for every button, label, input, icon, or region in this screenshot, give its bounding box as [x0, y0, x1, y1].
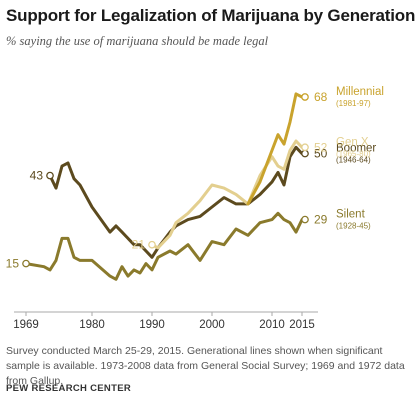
series-years-millennial: (1981-97)	[336, 99, 371, 108]
chart-title: Support for Legalization of Marijuana by…	[6, 6, 416, 25]
series-years-gen-x: (1965-80)	[336, 149, 371, 158]
series-years-silent: (1928-45)	[336, 222, 371, 231]
chart-note: Survey conducted March 25-29, 2015. Gene…	[6, 345, 405, 387]
end-value-gen-x: 52	[314, 140, 328, 154]
end-value-boomer: 50	[314, 147, 328, 161]
series-name-millennial: Millennial	[336, 86, 384, 98]
end-marker-boomer	[301, 149, 309, 158]
start-value-silent: 15	[6, 257, 20, 271]
end-value-millennial: 68	[314, 90, 328, 104]
series-line-millennial	[246, 92, 304, 206]
start-marker-silent	[22, 259, 30, 268]
series-line-gen-x	[150, 139, 304, 250]
x-tick-label: 1990	[139, 319, 165, 331]
series-name-silent: Silent	[336, 209, 366, 221]
end-value-silent: 29	[314, 213, 328, 227]
end-marker-millennial	[301, 93, 309, 101]
x-tick-label: 2000	[199, 319, 225, 331]
source-credit: PEW RESEARCH CENTER	[6, 383, 131, 394]
end-marker-gen-x	[301, 143, 309, 152]
series-years-boomer: (1946-64)	[336, 156, 371, 165]
start-marker-gen-x	[148, 240, 156, 249]
chart-subtitle: % saying the use of marijuana should be …	[6, 34, 269, 48]
start-value-gen-x: 21	[132, 238, 146, 252]
start-marker-boomer	[46, 171, 54, 180]
x-tick-label: 1980	[79, 319, 105, 331]
line-chart: 1969 1980 1990 2000 2010 2015 15 29 Silent(1928…	[6, 86, 384, 331]
series-name-boomer: Boomer	[336, 143, 376, 155]
x-tick-label: 1969	[13, 319, 39, 331]
x-axis-ticks: 1969 1980 1990 2000 2010 2015	[13, 311, 318, 331]
x-tick-label: 2010	[259, 319, 285, 331]
end-marker-silent	[301, 215, 309, 224]
series-name-gen-x: Gen X	[336, 136, 369, 148]
series-line-silent	[24, 211, 304, 281]
series-lines	[24, 92, 304, 281]
start-value-boomer: 43	[30, 169, 44, 183]
series-labels: 15 29 Silent(1928-45) 43 50 Boomer(1946-64) 21…	[6, 86, 384, 271]
x-tick-label: 2015	[289, 319, 315, 331]
series-line-boomer	[48, 145, 304, 259]
